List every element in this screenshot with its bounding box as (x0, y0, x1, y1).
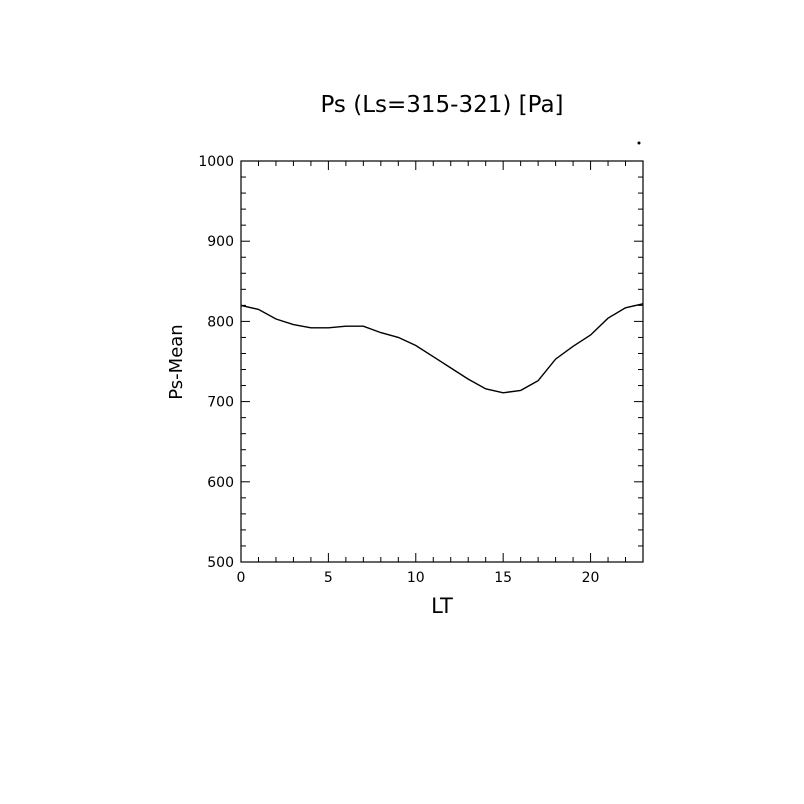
data-points (241, 304, 643, 393)
x-tick-label: 10 (407, 570, 425, 586)
x-axis-label: LT (431, 594, 453, 618)
x-tick-labels: 0 5 10 15 20 (237, 570, 600, 586)
y-tick-labels: 500 600 700 800 900 1000 (198, 154, 234, 571)
x-tick-label: 5 (324, 570, 333, 586)
series-line (240, 303, 644, 394)
y-tick-label: 500 (207, 555, 234, 571)
y-tick-label: 800 (207, 314, 234, 330)
axis-ticks (240, 160, 644, 563)
y-tick-label: 700 (207, 395, 234, 411)
chart-title: Ps (Ls=315-321) [Pa] (320, 92, 563, 118)
x-tick-label: 15 (494, 570, 512, 586)
y-axis-label: Ps-Mean (166, 324, 187, 399)
x-tick-label: 20 (582, 570, 600, 586)
y-tick-label: 600 (207, 475, 234, 491)
plot-frame (240, 160, 644, 563)
corner-dot (637, 141, 641, 145)
x-tick-label: 0 (237, 570, 246, 586)
y-tick-label: 1000 (198, 154, 234, 170)
y-tick-label: 900 (207, 234, 234, 250)
